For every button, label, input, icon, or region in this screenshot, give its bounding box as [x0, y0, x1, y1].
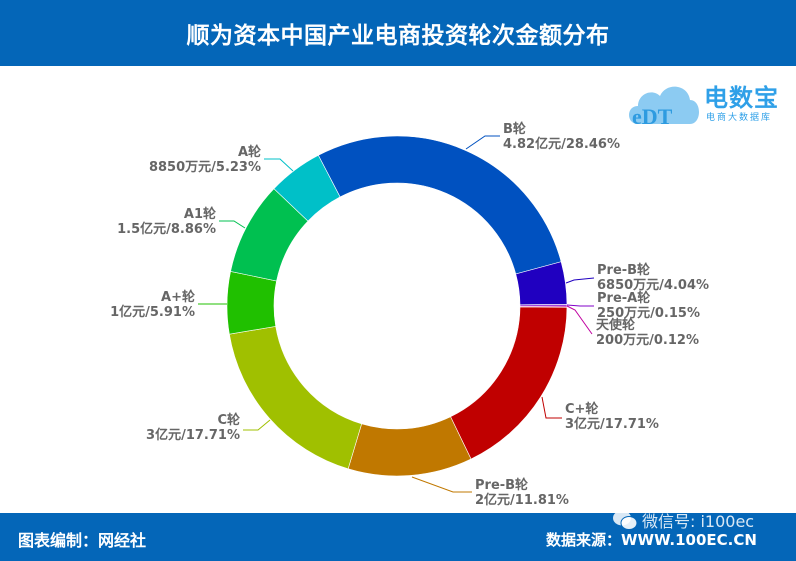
- leader-line: [566, 305, 593, 335]
- leader-line: [565, 277, 595, 284]
- slice-label: A+轮 1亿元/5.91%: [110, 290, 195, 320]
- slice-label: C+轮 3亿元/17.71%: [565, 402, 659, 432]
- slice-label-value: 1亿元/5.91%: [110, 305, 195, 320]
- slice-label-name: 天使轮: [596, 318, 636, 333]
- slice-label-value: 2亿元/11.81%: [475, 493, 569, 508]
- slice-label-name: A轮: [237, 145, 261, 160]
- leader-line: [219, 220, 246, 229]
- logo-brand: 电数宝: [704, 84, 779, 112]
- wechat-watermark: 微信号: i100ec: [612, 508, 754, 532]
- cloud-icon: eDT: [629, 86, 699, 129]
- donut-slice[interactable]: [519, 304, 568, 307]
- donut-slice[interactable]: [450, 306, 568, 460]
- slice-label-name: A+轮: [161, 290, 195, 305]
- wechat-icon: [613, 510, 638, 530]
- leader-line: [465, 135, 500, 150]
- chart-footer: 图表编制：网经社 数据来源：WWW.100EC.CN: [0, 513, 796, 561]
- slice-label: A1轮 1.5亿元/8.86%: [117, 207, 216, 237]
- logo-mark: eDT: [632, 104, 673, 129]
- slice-label: Pre-B轮 2亿元/11.81%: [475, 478, 569, 508]
- slice-label: Pre-B轮 6850万元/4.04%: [597, 263, 709, 293]
- watermark-text: 微信号: i100ec: [642, 512, 755, 531]
- donut-slice[interactable]: [317, 135, 562, 275]
- donut-slice[interactable]: [226, 271, 277, 335]
- slice-label-name: Pre-A轮: [597, 291, 651, 306]
- slice-label-value: 4.82亿元/28.46%: [503, 137, 620, 152]
- slice-label-name: C轮: [217, 413, 240, 428]
- leader-line: [264, 158, 294, 172]
- slice-label-name: C+轮: [565, 402, 599, 417]
- slice-label-name: Pre-B轮: [597, 263, 651, 278]
- slice-label-value: 6850万元/4.04%: [597, 278, 710, 293]
- slice-label: C轮 3亿元/17.71%: [146, 413, 240, 443]
- donut-slice[interactable]: [347, 416, 472, 477]
- logo-subtitle: 电商大数据库: [706, 113, 773, 123]
- slice-label-name: B轮: [503, 122, 526, 137]
- chart-title: 顺为资本中国产业电商投资轮次金额分布: [186, 23, 610, 49]
- slice-label-value: 250万元/0.15%: [597, 306, 700, 321]
- slice-label-name: A1轮: [183, 207, 216, 222]
- slice-label-name: Pre-B轮: [475, 478, 529, 493]
- leader-line: [243, 419, 271, 431]
- leader-line: [566, 304, 594, 307]
- slice-label: 天使轮 200万元/0.12%: [596, 318, 699, 348]
- leader-lines: [198, 135, 595, 493]
- leader-line: [541, 396, 562, 419]
- brand-logo: eDT 电数宝 电商大数据库: [624, 72, 794, 132]
- slice-label-value: 8850万元/5.23%: [148, 160, 261, 175]
- slice-label: A轮 8850万元/5.23%: [149, 145, 261, 175]
- leader-line: [411, 476, 472, 493]
- donut-slices: [226, 135, 568, 477]
- slice-label-value: 3亿元/17.71%: [146, 428, 240, 443]
- slice-label: B轮 4.82亿元/28.46%: [503, 122, 620, 152]
- chart-header: 顺为资本中国产业电商投资轮次金额分布: [0, 0, 796, 66]
- slice-label-value: 1.5亿元/8.86%: [117, 222, 216, 237]
- data-source: 数据来源：WWW.100EC.CN: [546, 531, 757, 549]
- donut-slice[interactable]: [229, 326, 363, 470]
- chart-author: 图表编制：网经社: [18, 531, 147, 550]
- slice-label-value: 3亿元/17.71%: [565, 417, 659, 432]
- slice-label-value: 200万元/0.12%: [596, 333, 699, 348]
- slice-label: Pre-A轮 250万元/0.15%: [597, 291, 700, 321]
